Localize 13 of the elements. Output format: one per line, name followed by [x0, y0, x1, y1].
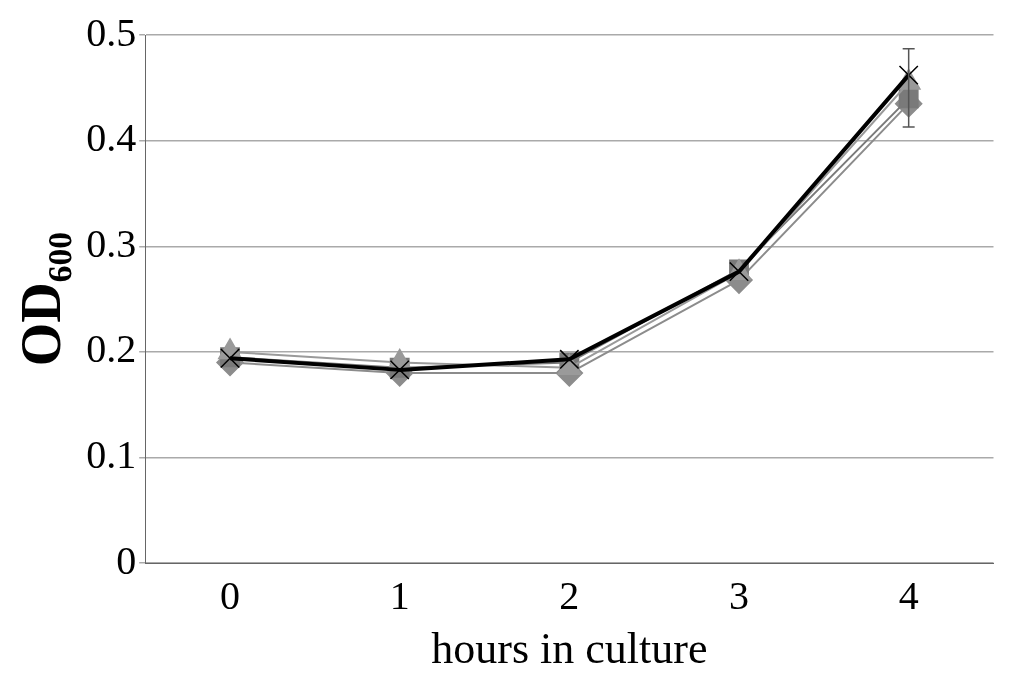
y-tick-label: 0.2	[86, 326, 137, 372]
x-axis-title: hours in culture	[431, 624, 708, 674]
y-tick-label: 0.5	[86, 9, 137, 55]
x-tick-label: 0	[220, 572, 241, 618]
x-tick-label: 1	[389, 572, 410, 618]
x-tick-label: 4	[898, 572, 919, 618]
x-tick-label: 2	[559, 572, 580, 618]
x-tick-label: 3	[729, 572, 750, 618]
y-tick-label: 0.1	[86, 432, 137, 478]
y-tick-label: 0.4	[86, 115, 137, 161]
y-tick-label: 0	[116, 537, 137, 583]
y-axis-title: OD₆₀₀	[10, 231, 73, 367]
y-tick-label: 0.3	[86, 220, 137, 266]
